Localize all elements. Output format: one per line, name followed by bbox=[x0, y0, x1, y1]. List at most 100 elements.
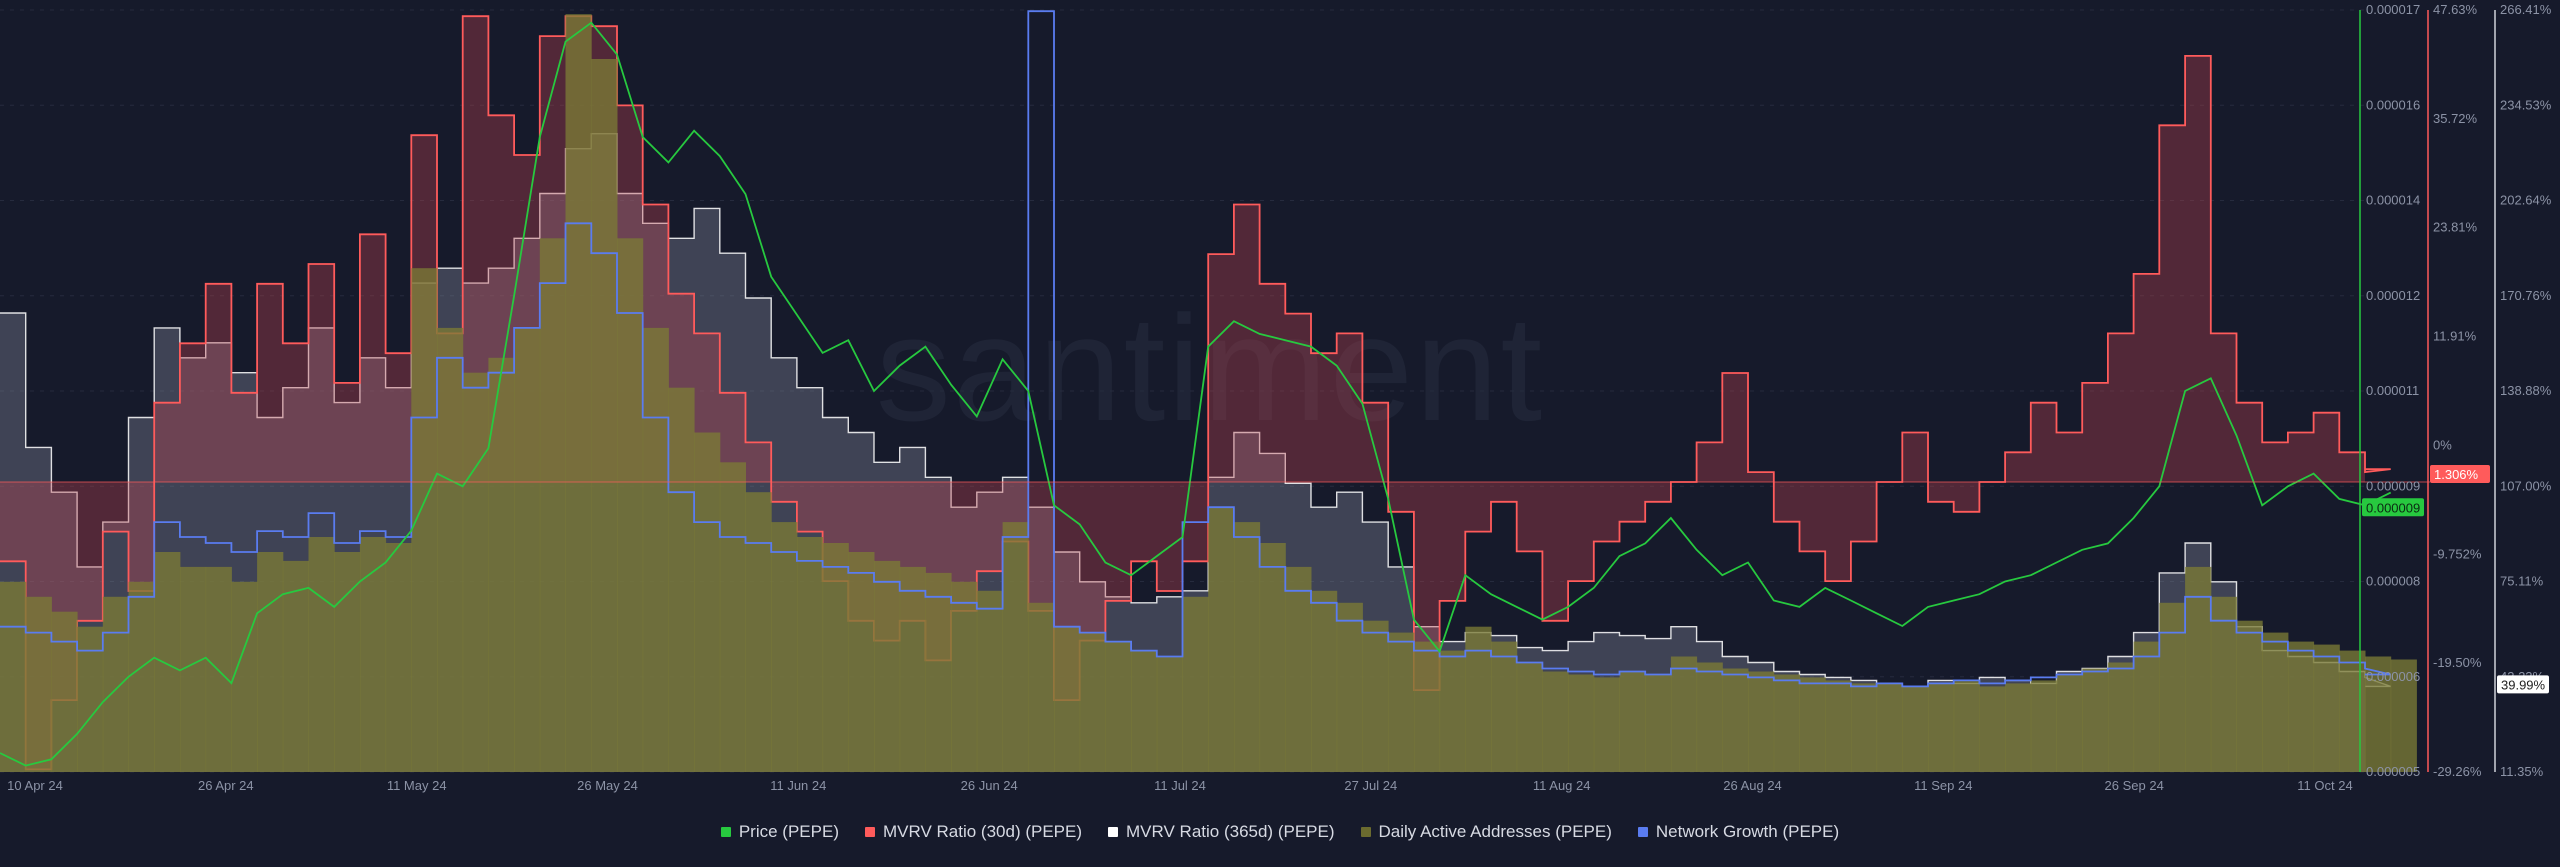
daily-active-addresses-bar bbox=[359, 537, 387, 772]
daily-active-addresses-bar bbox=[385, 543, 412, 772]
daily-active-addresses-bar bbox=[694, 432, 721, 772]
daily-active-addresses-bar bbox=[796, 537, 824, 772]
daily-active-addresses-bar bbox=[308, 537, 335, 772]
daily-active-addresses-bar bbox=[2339, 650, 2366, 772]
x-axis-tick: 11 Sep 24 bbox=[1914, 778, 1972, 793]
legend-swatch bbox=[1637, 827, 1648, 837]
daily-active-addresses-bar bbox=[1208, 507, 1235, 772]
daily-active-addresses-bar bbox=[437, 327, 464, 772]
price-axis-tick: 0.000005 bbox=[2366, 764, 2420, 779]
mvrv30-axis-tick: -19.50% bbox=[2433, 655, 2482, 670]
x-axis-tick: 11 Oct 24 bbox=[2297, 778, 2352, 793]
daily-active-addresses-bar bbox=[462, 372, 489, 772]
price-axis-tick: 0.000016 bbox=[2366, 97, 2420, 112]
daily-active-addresses-bar bbox=[925, 572, 952, 772]
daily-active-addresses-bar bbox=[51, 611, 78, 772]
daily-active-addresses-bar bbox=[2133, 641, 2160, 772]
daily-active-addresses-bar bbox=[1105, 641, 1132, 772]
daily-active-addresses-bar bbox=[591, 59, 618, 772]
legend-item[interactable]: Daily Active Addresses (PEPE) bbox=[1360, 822, 1612, 842]
mvrv30-current-badge-bg bbox=[2430, 465, 2490, 484]
mvrv30-axis-tick: 35.72% bbox=[2433, 111, 2478, 126]
daily-active-addresses-bar bbox=[1542, 671, 1569, 772]
daily-active-addresses-bar bbox=[1054, 626, 1081, 772]
mvrv30-axis-tick: 47.63% bbox=[2433, 2, 2478, 17]
daily-active-addresses-bar bbox=[2390, 659, 2417, 772]
daily-active-addresses-bar bbox=[2365, 656, 2392, 772]
legend-item[interactable]: Network Growth (PEPE) bbox=[1637, 822, 1840, 842]
daily-active-addresses-bar bbox=[642, 327, 669, 772]
daily-active-addresses-bar bbox=[1722, 668, 1749, 772]
daily-active-addresses-bar bbox=[1002, 522, 1029, 772]
daily-active-addresses-bar bbox=[2210, 596, 2237, 772]
mvrv30-axis-tick: 0% bbox=[2433, 437, 2452, 452]
daily-active-addresses-bar bbox=[1953, 680, 1980, 772]
x-axis-tick: 11 Jul 24 bbox=[1154, 778, 1206, 793]
mvrv30-axis-tick: -9.752% bbox=[2433, 546, 2482, 561]
daily-active-addresses-bar bbox=[179, 566, 207, 772]
x-axis-tick: 10 Apr 24 bbox=[7, 778, 63, 793]
daily-active-addresses-bar bbox=[1799, 677, 1826, 772]
daily-active-addresses-bar bbox=[822, 543, 849, 772]
daily-active-addresses-bar bbox=[231, 581, 258, 772]
daily-active-addresses-bar bbox=[1079, 632, 1106, 772]
daily-active-addresses-bar bbox=[128, 581, 155, 772]
daily-active-addresses-bar bbox=[668, 387, 695, 772]
daily-active-addresses-bar bbox=[2185, 566, 2212, 772]
price-current-badge-bg bbox=[2362, 498, 2424, 517]
daily-active-addresses-bar bbox=[1748, 671, 1775, 772]
daily-active-addresses-bar bbox=[719, 462, 746, 772]
legend-item[interactable]: MVRV Ratio (30d) (PEPE) bbox=[864, 822, 1082, 842]
mvrv365-axis-tick: 234.53% bbox=[2500, 97, 2552, 112]
daily-active-addresses-bar bbox=[1619, 671, 1646, 772]
daily-active-addresses-bar bbox=[1979, 686, 2006, 772]
daily-active-addresses-bar bbox=[1876, 683, 1903, 772]
mvrv365-axis-tick: 138.88% bbox=[2500, 383, 2552, 398]
daily-active-addresses-bar bbox=[2236, 620, 2263, 772]
x-axis-tick: 11 Aug 24 bbox=[1533, 778, 1591, 793]
chart-svg: santiment0.0000170.0000160.0000140.00001… bbox=[0, 2, 2552, 793]
x-axis-tick: 27 Jul 24 bbox=[1344, 778, 1397, 793]
daily-active-addresses-bar bbox=[1028, 602, 1055, 772]
legend-swatch bbox=[864, 827, 875, 837]
price-axis-tick: 0.000011 bbox=[2366, 383, 2419, 398]
daily-active-addresses-bar bbox=[1902, 686, 1929, 772]
price-axis-tick: 0.000014 bbox=[2366, 193, 2420, 208]
price-axis-tick: 0.000009 bbox=[2366, 478, 2420, 493]
x-axis-tick: 11 May 24 bbox=[387, 778, 447, 793]
daily-active-addresses-bar bbox=[257, 552, 284, 772]
mvrv365-axis-tick: 170.76% bbox=[2500, 288, 2552, 303]
daily-active-addresses-bar bbox=[771, 522, 798, 772]
legend-swatch bbox=[1360, 827, 1371, 837]
mvrv365-axis-tick: 202.64% bbox=[2500, 193, 2552, 208]
daily-active-addresses-bar bbox=[2030, 680, 2057, 772]
price-axis-tick: 0.000008 bbox=[2366, 574, 2420, 589]
daily-active-addresses-bar bbox=[1336, 602, 1363, 772]
x-axis-tick: 11 Jun 24 bbox=[770, 778, 826, 793]
legend-label: MVRV Ratio (365d) (PEPE) bbox=[1126, 822, 1335, 841]
daily-active-addresses-bar bbox=[2313, 644, 2340, 772]
daily-active-addresses-bar bbox=[1645, 674, 1672, 772]
daily-active-addresses-bar bbox=[1773, 674, 1800, 772]
daily-active-addresses-bar bbox=[2056, 674, 2083, 772]
legend-item[interactable]: Price (PEPE) bbox=[720, 822, 839, 842]
daily-active-addresses-bar bbox=[1413, 641, 1441, 772]
mvrv365-current-badge: 39.99% bbox=[2501, 677, 2546, 692]
mvrv30-axis-tick: -29.26% bbox=[2433, 764, 2482, 779]
price-line bbox=[0, 21, 2392, 767]
price-current-badge: 0.000009 bbox=[2366, 500, 2420, 515]
chart-area[interactable]: santiment 0.000017 0.000016 0.000014 0.00001… bbox=[0, 0, 2560, 800]
daily-active-addresses-bar bbox=[874, 560, 901, 772]
x-axis-tick: 26 Sep 24 bbox=[2105, 778, 2164, 793]
daily-active-addresses-bar bbox=[0, 581, 27, 772]
daily-active-addresses-bar bbox=[1182, 596, 1209, 772]
legend-item[interactable]: MVRV Ratio (365d) (PEPE) bbox=[1108, 822, 1335, 842]
legend-label: Network Growth (PEPE) bbox=[1655, 822, 1840, 841]
daily-active-addresses-bar bbox=[2082, 668, 2109, 772]
daily-active-addresses-bar bbox=[1516, 662, 1543, 772]
daily-active-addresses-bar bbox=[1259, 543, 1286, 772]
daily-active-addresses-bar bbox=[282, 560, 309, 772]
daily-active-addresses-bar bbox=[1388, 632, 1415, 772]
price-axis-tick: 0.000017 bbox=[2366, 2, 2420, 17]
daily-active-addresses-bar bbox=[102, 596, 129, 772]
